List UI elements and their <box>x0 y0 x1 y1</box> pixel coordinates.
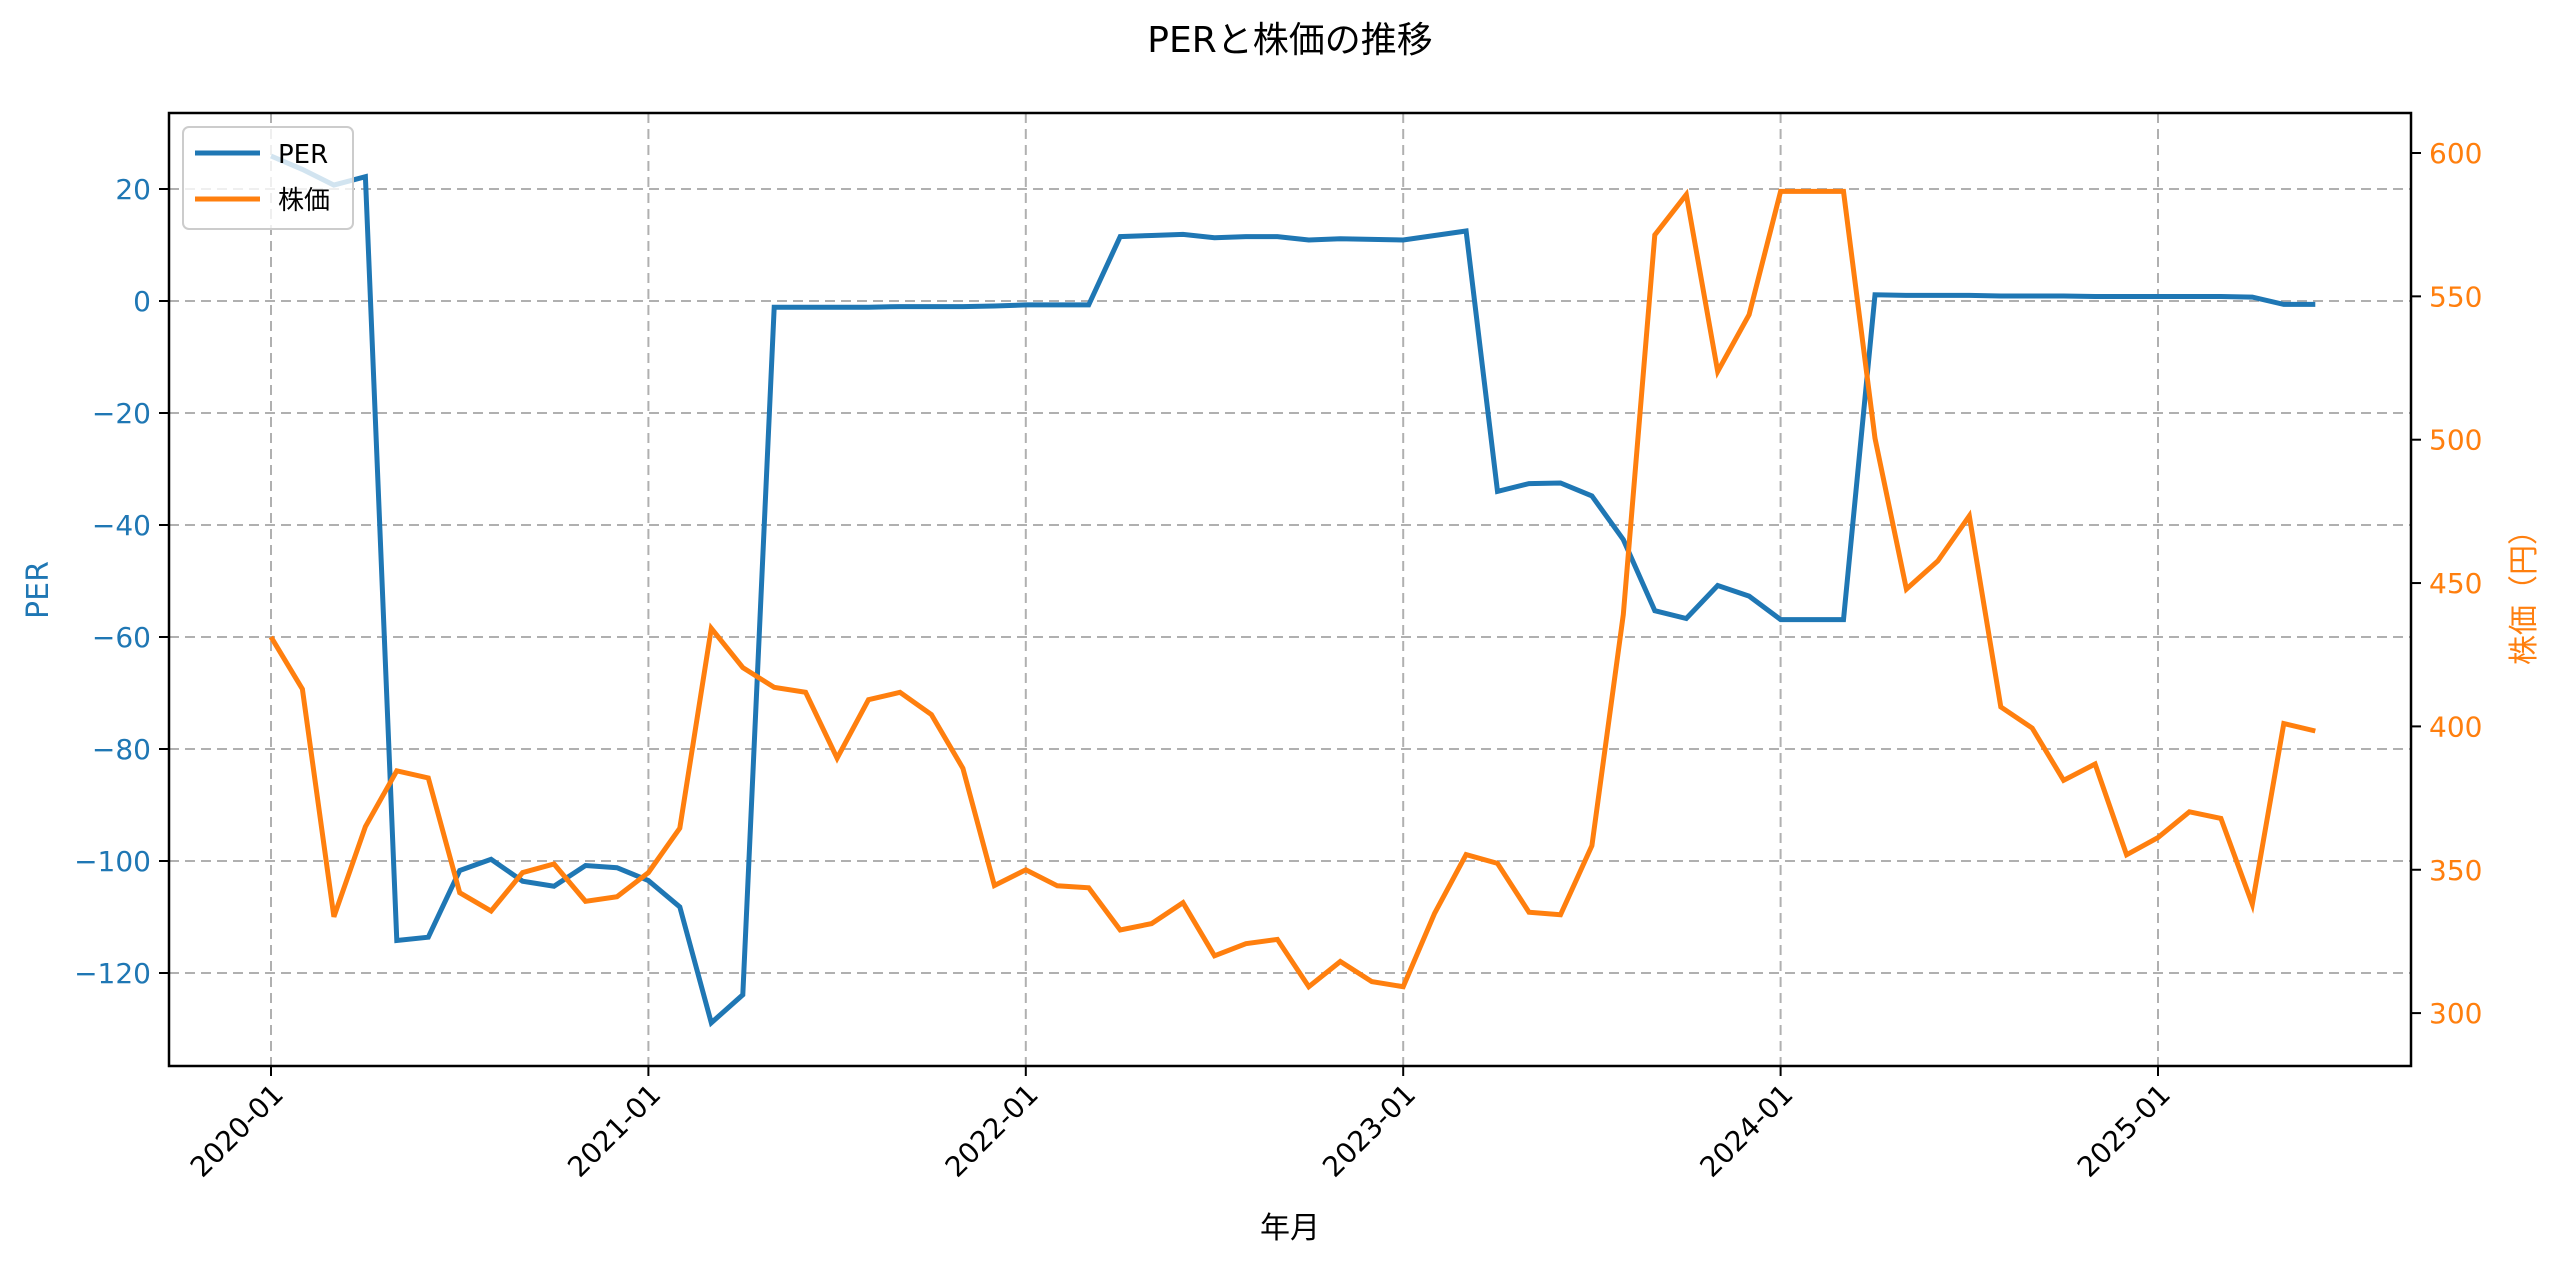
left-tick-label: −20 <box>92 397 151 430</box>
left-tick-label: 0 <box>133 285 151 318</box>
series-line-price <box>268 188 2316 991</box>
left-y-axis-label: PER <box>21 561 56 619</box>
right-tick-label: 500 <box>2429 424 2482 457</box>
left-tick-label: −120 <box>74 957 151 990</box>
axes-frame <box>167 111 2413 1068</box>
plot-series <box>268 153 2316 1028</box>
x-axis-label: 年月 <box>1260 1211 1320 1246</box>
left-tick-label: −100 <box>74 845 151 878</box>
x-tick-label: 2021-01 <box>561 1078 667 1184</box>
right-tick-label: 600 <box>2429 137 2482 170</box>
right-tick-label: 350 <box>2429 854 2482 887</box>
right-tick-label: 550 <box>2429 280 2482 313</box>
x-axis: 2020-01 2021-01 2022-01 2023-01 2024-01 2025-… <box>184 1066 2177 1184</box>
chart-title: PERと株価の推移 <box>1147 20 1432 61</box>
legend-label-per: PER <box>278 140 328 170</box>
x-tick-label: 2024-01 <box>1693 1078 1799 1184</box>
x-tick-label: 2023-01 <box>1316 1078 1422 1184</box>
right-tick-label: 450 <box>2429 567 2482 600</box>
right-y-axis-label: 株価（円） <box>2507 515 2542 665</box>
x-tick-label: 2020-01 <box>184 1078 290 1184</box>
legend-label-price: 株価 <box>278 186 330 216</box>
grid-lines <box>169 113 2411 1066</box>
legend: PER 株価 <box>182 126 354 230</box>
left-tick-label: 20 <box>115 173 151 206</box>
right-tick-label: 300 <box>2429 997 2482 1030</box>
left-tick-label: −80 <box>92 733 151 766</box>
left-y-axis: 20 0 −20 −40 −60 −80 −100 −120 <box>74 173 169 990</box>
left-tick-label: −60 <box>92 621 151 654</box>
x-tick-label: 2025-01 <box>2071 1078 2177 1184</box>
right-y-axis: 600 550 500 450 400 350 300 <box>2411 137 2482 1030</box>
right-tick-label: 400 <box>2429 710 2482 743</box>
left-tick-label: −40 <box>92 509 151 542</box>
series-line-per <box>270 153 2316 1028</box>
x-tick-label: 2022-01 <box>939 1078 1045 1184</box>
